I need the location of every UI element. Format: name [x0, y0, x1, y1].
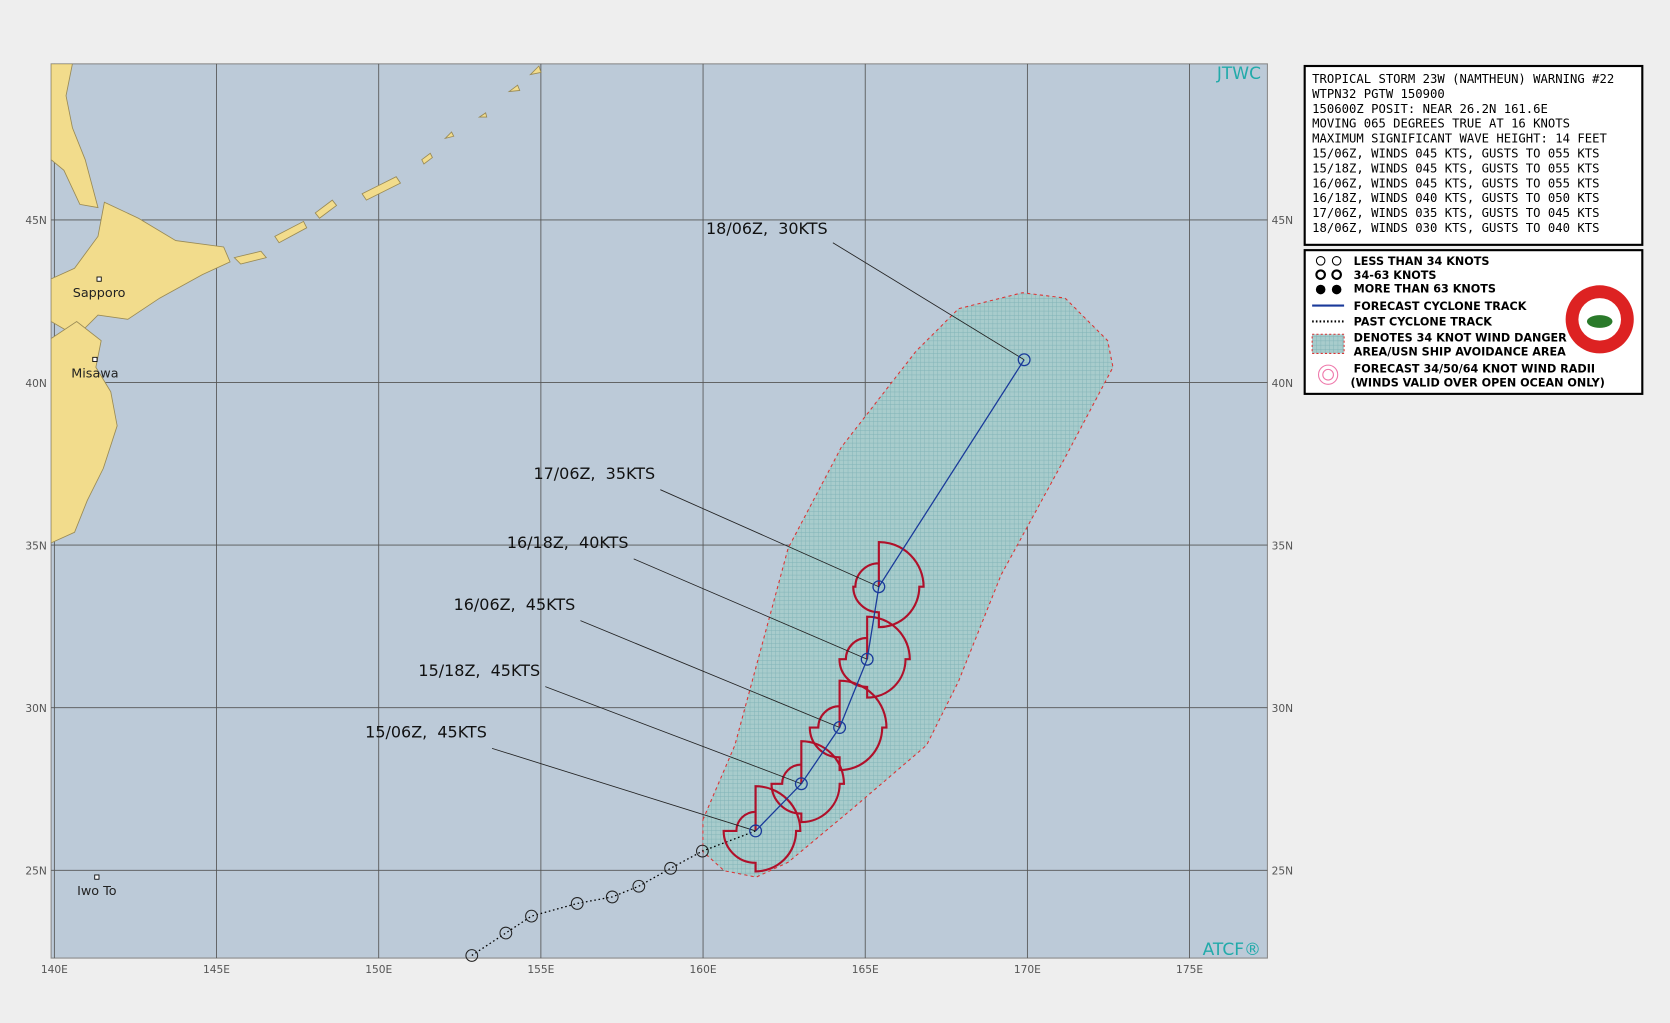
label-leader	[580, 620, 840, 728]
legend-item: (WINDS VALID OVER OPEN OCEAN ONLY)	[1350, 376, 1604, 389]
y-tick-label-right: 35N	[1272, 539, 1293, 552]
legend-item: LESS THAN 34 KNOTS	[1354, 255, 1490, 268]
forecast-label: 16/18Z, 40KTS	[507, 533, 629, 552]
forecast-label: 17/06Z, 35KTS	[533, 464, 655, 483]
forecast-track	[755, 359, 1025, 832]
past-position	[499, 926, 513, 940]
place-marker	[92, 356, 98, 362]
legend-item: FORECAST CYCLONE TRACK	[1354, 300, 1527, 313]
x-tick-label: 150E	[365, 963, 392, 976]
land	[51, 63, 542, 544]
x-tick-label: 160E	[690, 963, 717, 976]
legend-item: DENOTES 34 KNOT WIND DANGER	[1354, 332, 1568, 345]
legend-item: FORECAST 34/50/64 KNOT WIND RADII	[1354, 363, 1595, 376]
y-tick-label-right: 40N	[1272, 377, 1293, 390]
legend-item: PAST CYCLONE TRACK	[1354, 316, 1493, 329]
label-leader	[633, 558, 868, 660]
wind-radii	[770, 740, 845, 824]
y-tick-label: 35N	[25, 539, 46, 552]
past-position	[605, 890, 619, 904]
x-tick-label: 140E	[41, 963, 68, 976]
tracks	[465, 242, 1031, 962]
wind-radii	[852, 540, 925, 629]
past-track	[471, 830, 756, 956]
wind-radii	[722, 785, 802, 873]
forecast-position	[749, 824, 763, 838]
wind-radii	[808, 679, 888, 772]
warning-line: 16/18Z, WINDS 040 KTS, GUSTS TO 050 KTS	[1312, 191, 1599, 205]
place-name: Misawa	[71, 367, 118, 382]
x-tick-label: 145E	[203, 963, 230, 976]
y-tick-label-right: 30N	[1272, 702, 1293, 715]
place-marker	[94, 874, 100, 880]
legend-item: MORE THAN 63 KNOTS	[1354, 283, 1496, 296]
legend-item: 34-63 KNOTS	[1354, 269, 1437, 282]
y-tick-label: 45N	[25, 214, 46, 227]
past-position	[664, 861, 678, 875]
label-leader	[660, 489, 880, 588]
y-tick-label-right: 45N	[1272, 214, 1293, 227]
warning-line: MAXIMUM SIGNIFICANT WAVE HEIGHT: 14 FEET	[1312, 132, 1607, 146]
warning-line: 15/06Z, WINDS 045 KTS, GUSTS TO 055 KTS	[1312, 147, 1599, 161]
forecast-label: 18/06Z, 30KTS	[706, 219, 828, 238]
place-name: Sapporo	[73, 286, 126, 301]
x-tick-label: 170E	[1014, 963, 1041, 976]
x-tick-label: 165E	[852, 963, 879, 976]
warning-line: 150600Z POSIT: NEAR 26.2N 161.6E	[1312, 102, 1548, 116]
warning-box	[1303, 64, 1644, 246]
forecast-position	[860, 652, 874, 666]
past-position	[525, 909, 538, 923]
forecast-position	[872, 580, 886, 594]
past-position	[632, 879, 646, 893]
danger-area	[702, 292, 1114, 878]
warning-line: 16/06Z, WINDS 045 KTS, GUSTS TO 055 KTS	[1312, 176, 1599, 190]
label-leader	[832, 242, 1025, 361]
past-position	[465, 949, 479, 962]
place-name: Iwo To	[77, 884, 117, 899]
y-tick-label: 25N	[25, 865, 46, 878]
wind-radii	[838, 615, 911, 699]
warning-text: TROPICAL STORM 23W (NAMTHEUN) WARNING #2…	[1312, 72, 1614, 235]
legend-item: AREA/USN SHIP AVOIDANCE AREA	[1354, 346, 1567, 359]
x-tick-label: 175E	[1176, 963, 1203, 976]
software: ATCF®	[1203, 940, 1261, 960]
label-leader	[491, 747, 756, 832]
label-leader	[545, 686, 802, 785]
warning-line: 15/18Z, WINDS 045 KTS, GUSTS TO 055 KTS	[1312, 161, 1599, 175]
warning-line: 18/06Z, WINDS 030 KTS, GUSTS TO 040 KTS	[1312, 221, 1599, 235]
past-position	[696, 844, 709, 858]
forecast-position	[794, 777, 808, 791]
forecast-label: 15/06Z, 45KTS	[365, 723, 487, 742]
forecast-position	[1017, 353, 1031, 367]
forecast-label: 15/18Z, 45KTS	[418, 661, 540, 680]
past-position	[570, 897, 584, 910]
warning-line: MOVING 065 DEGREES TRUE AT 16 KNOTS	[1312, 117, 1570, 131]
ocean	[50, 63, 1268, 959]
agency: JTWC	[1216, 64, 1261, 84]
warning-line: 17/06Z, WINDS 035 KTS, GUSTS TO 045 KTS	[1312, 206, 1599, 220]
y-tick-label: 40N	[25, 377, 46, 390]
y-tick-label: 30N	[25, 702, 46, 715]
y-tick-label-right: 25N	[1272, 865, 1293, 878]
forecast-position	[833, 721, 847, 735]
warning-line: TROPICAL STORM 23W (NAMTHEUN) WARNING #2…	[1312, 72, 1614, 86]
x-tick-label: 155E	[527, 963, 554, 976]
forecast-label: 16/06Z, 45KTS	[454, 595, 576, 614]
warning-line: WTPN32 PGTW 150900	[1312, 87, 1445, 101]
place-marker	[96, 276, 102, 282]
